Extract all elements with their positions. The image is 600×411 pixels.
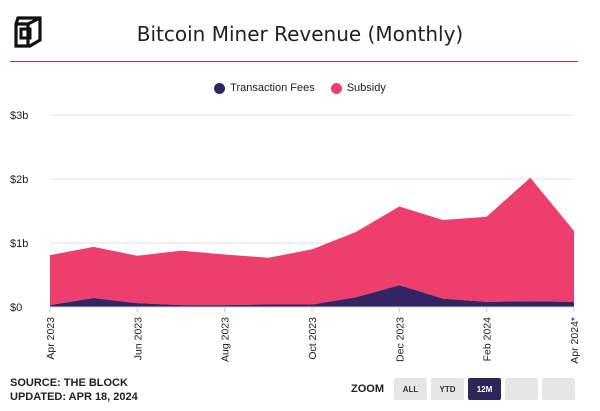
zoom-ytd-button[interactable]: YTD bbox=[431, 378, 464, 400]
the-block-logo bbox=[14, 16, 42, 48]
zoom-label: ZOOM bbox=[351, 383, 384, 395]
source-text: SOURCE: THE BLOCK bbox=[10, 377, 128, 389]
revenue-area-chart: $0 $1b $2b $3b Apr 2023 Jun 2023 Aug 2023 Oct 2… bbox=[10, 110, 581, 364]
updated-text: UPDATED: APR 18, 2024 bbox=[10, 391, 138, 403]
zoom-extra-button-2[interactable] bbox=[542, 378, 575, 400]
y-tick-label: $3b bbox=[10, 110, 28, 122]
x-tick-label: Oct 2023 bbox=[307, 317, 319, 360]
title-divider bbox=[10, 61, 578, 62]
x-tick-label: Apr 2024* bbox=[569, 317, 581, 364]
fees-area[interactable] bbox=[50, 285, 574, 307]
chart-legend: Transaction Fees Subsidy bbox=[0, 82, 600, 94]
source-note: SOURCE: THE BLOCK UPDATED: APR 18, 2024 bbox=[10, 376, 138, 404]
y-tick-label: $1b bbox=[10, 238, 28, 250]
zoom-12m-button[interactable]: 12M bbox=[468, 378, 501, 400]
subsidy-area[interactable] bbox=[50, 177, 574, 306]
zoom-controls: ZOOM ALL YTD 12M bbox=[351, 378, 575, 400]
legend-swatch-subsidy bbox=[330, 82, 342, 94]
legend-label-subsidy: Subsidy bbox=[346, 82, 386, 94]
page-title: Bitcoin Miner Revenue (Monthly) bbox=[136, 22, 464, 46]
zoom-all-button[interactable]: ALL bbox=[394, 378, 427, 400]
legend-item-fees[interactable]: Transaction Fees bbox=[214, 82, 315, 94]
legend-label-fees: Transaction Fees bbox=[230, 82, 315, 94]
x-tick-label: Jun 2023 bbox=[132, 317, 144, 360]
legend-item-subsidy[interactable]: Subsidy bbox=[330, 82, 386, 94]
x-tick-label: Aug 2023 bbox=[220, 317, 232, 362]
legend-swatch-fees bbox=[214, 82, 226, 94]
x-tick-label: Feb 2024 bbox=[482, 317, 494, 362]
x-tick-label: Dec 2023 bbox=[394, 317, 406, 362]
zoom-extra-button-1[interactable] bbox=[505, 378, 538, 400]
x-tick-label: Apr 2023 bbox=[45, 317, 57, 360]
y-tick-label: $2b bbox=[10, 174, 28, 186]
y-tick-label: $0 bbox=[10, 302, 22, 314]
